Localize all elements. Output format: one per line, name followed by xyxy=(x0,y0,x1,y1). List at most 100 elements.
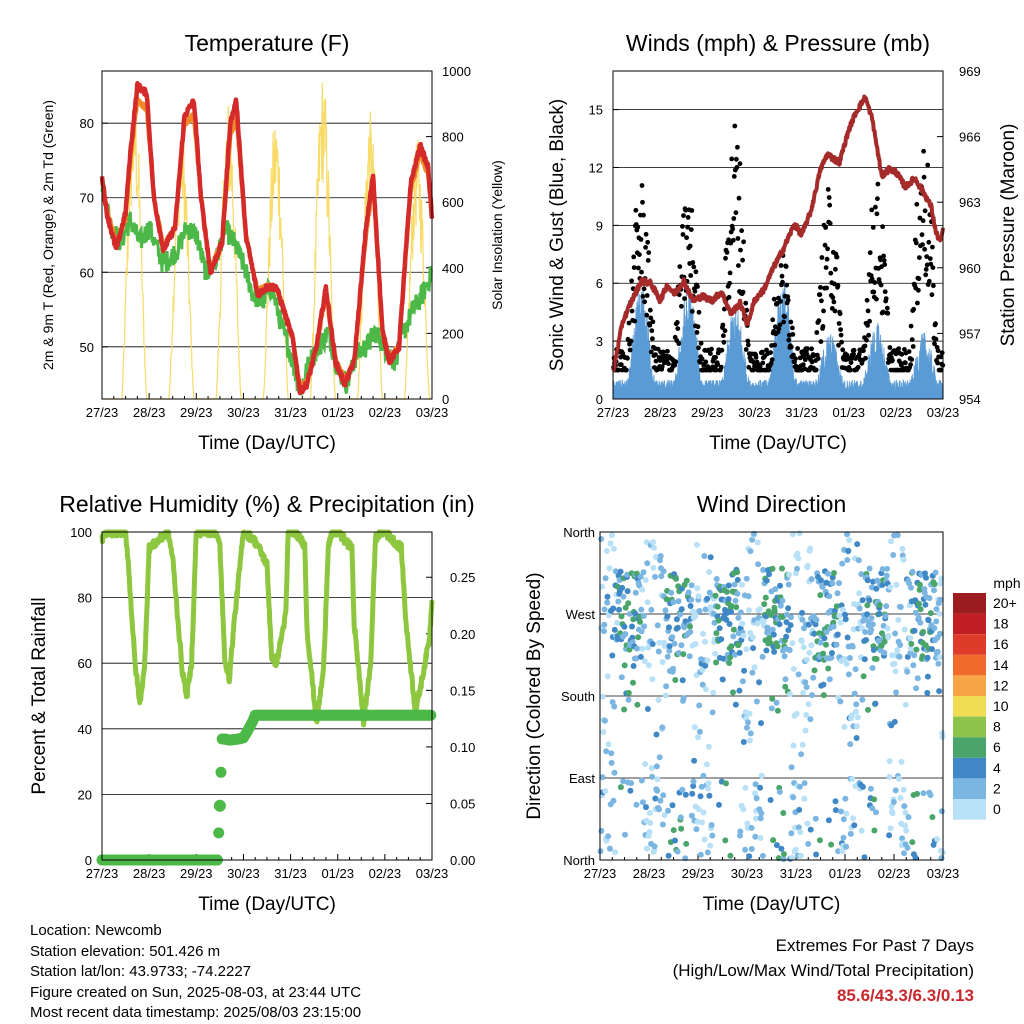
direction-point xyxy=(690,783,697,789)
direction-point xyxy=(632,610,639,617)
direction-point xyxy=(624,571,631,578)
gust-point xyxy=(633,207,639,213)
gust-point xyxy=(679,303,684,309)
direction-point xyxy=(812,621,819,628)
gust-point xyxy=(715,362,721,367)
gust-point xyxy=(698,340,704,346)
direction-point xyxy=(660,568,667,575)
gust-point xyxy=(882,289,888,295)
direction-point xyxy=(790,666,797,672)
gust-point xyxy=(629,308,635,314)
gust-point xyxy=(814,330,820,335)
direction-point xyxy=(604,673,611,680)
gust-point xyxy=(874,211,880,217)
y-axis-label: Direction (Colored By Speed) xyxy=(524,572,545,819)
direction-point xyxy=(807,716,814,723)
direction-point xyxy=(785,627,792,634)
gust-point xyxy=(790,332,796,337)
series-gust xyxy=(611,123,946,373)
legend-label: 16 xyxy=(993,636,1009,652)
gust-point xyxy=(743,347,749,352)
x-axis-label: Time (Day/UTC) xyxy=(198,433,336,454)
y-axis-label: Percent & Total Rainfall xyxy=(29,597,50,794)
gust-point xyxy=(625,355,630,361)
direction-point xyxy=(634,645,641,652)
direction-point xyxy=(726,660,733,666)
direction-point xyxy=(639,799,646,806)
direction-point xyxy=(934,836,941,843)
direction-point xyxy=(628,780,635,787)
direction-point xyxy=(696,608,703,614)
direction-point xyxy=(728,643,735,650)
direction-point xyxy=(808,576,815,583)
direction-point xyxy=(752,781,759,788)
gust-point xyxy=(648,315,654,321)
gust-point xyxy=(753,355,759,360)
direction-point xyxy=(673,616,680,623)
y-tick-label: 0 xyxy=(85,853,92,868)
direction-point xyxy=(862,629,869,635)
direction-point xyxy=(871,827,878,834)
direction-point xyxy=(807,826,814,833)
y-tick-label: 15 xyxy=(589,103,603,118)
direction-point xyxy=(601,717,608,724)
direction-point xyxy=(670,599,677,606)
direction-point xyxy=(895,616,902,623)
direction-point xyxy=(691,757,698,764)
y-right-axis-label: Solar Insolation (Yellow) xyxy=(489,160,505,310)
direction-point xyxy=(894,532,901,539)
gust-point xyxy=(863,355,868,361)
gust-point xyxy=(764,347,769,353)
direction-point xyxy=(858,571,865,578)
gust-point xyxy=(885,310,891,316)
extremes-subtitle: (High/Low/Max Wind/Total Precipitation) xyxy=(672,961,974,980)
direction-point xyxy=(714,603,721,610)
gust-point xyxy=(640,199,645,205)
gust-point xyxy=(646,250,652,256)
direction-point xyxy=(646,809,653,816)
gust-point xyxy=(726,294,732,300)
y-tick-label: 12 xyxy=(589,160,603,175)
direction-point xyxy=(806,649,813,656)
direction-point xyxy=(739,678,746,685)
direction-point xyxy=(859,696,866,703)
direction-point xyxy=(897,795,904,801)
gust-point xyxy=(618,362,624,367)
direction-point xyxy=(658,573,665,580)
gust-point xyxy=(769,357,775,363)
gust-point xyxy=(649,328,655,334)
direction-point xyxy=(828,841,835,848)
direction-point xyxy=(886,758,893,765)
direction-point xyxy=(666,647,673,654)
gust-point xyxy=(695,284,700,289)
direction-point xyxy=(739,620,746,627)
direction-point xyxy=(854,714,861,721)
direction-point xyxy=(887,825,894,832)
direction-point xyxy=(829,574,836,581)
gust-point xyxy=(735,144,740,150)
gust-point xyxy=(844,352,850,358)
gust-point xyxy=(659,364,665,369)
gust-point xyxy=(867,318,872,324)
direction-point xyxy=(621,662,628,669)
gust-point xyxy=(788,319,794,325)
direction-point xyxy=(662,642,669,649)
direction-point xyxy=(794,550,801,557)
direction-point xyxy=(749,536,756,543)
direction-point xyxy=(698,783,705,790)
direction-point xyxy=(752,790,758,797)
gust-point xyxy=(759,349,765,355)
gust-point xyxy=(839,339,844,345)
direction-point xyxy=(902,822,908,829)
direction-point xyxy=(761,601,768,608)
gust-point xyxy=(928,261,934,267)
gust-point xyxy=(772,324,778,330)
x-tick-label: 29/23 xyxy=(180,866,213,881)
direction-point xyxy=(675,650,682,656)
direction-point xyxy=(706,569,713,576)
direction-point xyxy=(630,679,636,686)
direction-point xyxy=(730,689,736,696)
direction-point xyxy=(853,735,860,741)
gust-point xyxy=(875,181,881,187)
gust-point xyxy=(922,208,928,214)
